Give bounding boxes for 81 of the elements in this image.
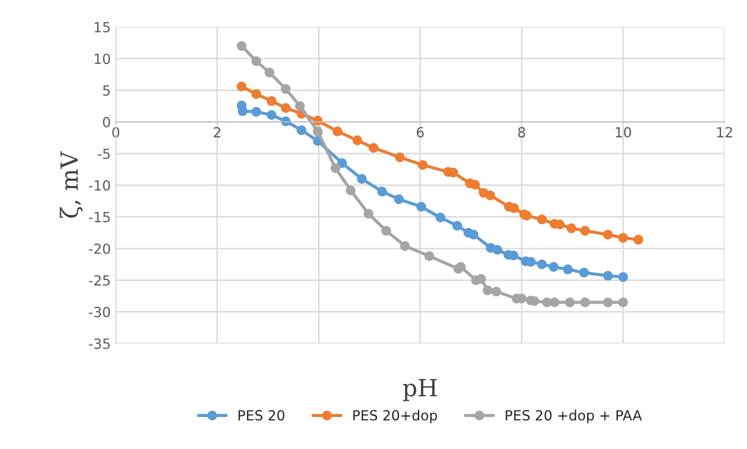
point — [352, 135, 362, 146]
point — [266, 110, 276, 120]
point — [468, 230, 478, 240]
point — [264, 68, 274, 78]
point — [564, 297, 575, 308]
point — [562, 264, 573, 274]
legend-label: PES 20+dop — [353, 410, 438, 424]
point — [330, 163, 340, 173]
point — [251, 56, 262, 66]
point — [537, 214, 547, 224]
point — [580, 297, 590, 308]
point — [482, 285, 493, 296]
legend-label: PES 20 +dop + PAA — [506, 410, 642, 424]
y-tick-label: -35 — [88, 338, 110, 349]
y-tick-label: 5 — [103, 85, 110, 96]
point — [456, 262, 466, 272]
x-tick-label: 8 — [518, 127, 526, 138]
point — [603, 270, 613, 281]
y-tick-label: -30 — [88, 306, 110, 318]
x-tick-label: 6 — [416, 127, 424, 138]
point — [548, 262, 558, 272]
y-tick-label: -5 — [98, 148, 110, 160]
point — [579, 268, 589, 278]
point — [485, 190, 496, 200]
point — [236, 82, 246, 92]
point — [470, 180, 480, 190]
point — [368, 143, 378, 153]
point — [618, 297, 628, 308]
point — [266, 96, 276, 106]
point — [566, 223, 576, 234]
point — [537, 259, 547, 270]
point — [618, 232, 628, 243]
point — [395, 152, 405, 162]
point — [508, 250, 518, 260]
y-tick-label: 15 — [94, 22, 110, 32]
y-tick-label: -15 — [88, 212, 110, 222]
point — [618, 272, 628, 282]
x-tick-label: 0 — [112, 127, 120, 138]
y-axis-title: ζ, mV — [60, 151, 83, 218]
point — [236, 41, 246, 51]
point — [416, 202, 426, 212]
point — [580, 226, 590, 236]
point — [394, 194, 404, 204]
point — [603, 297, 613, 308]
point — [603, 230, 613, 240]
point — [400, 241, 410, 251]
y-tick-label: -25 — [88, 275, 110, 286]
x-tick-label: 2 — [214, 127, 220, 138]
point — [346, 185, 356, 196]
point — [356, 174, 367, 184]
point — [377, 186, 387, 196]
point — [476, 274, 486, 284]
point — [522, 210, 532, 220]
point — [452, 220, 462, 231]
point — [337, 158, 347, 168]
point — [491, 286, 502, 296]
point — [381, 226, 392, 236]
y-tick-label: -20 — [88, 243, 110, 254]
point — [238, 106, 248, 116]
point — [418, 160, 428, 170]
point — [364, 208, 374, 219]
point — [251, 106, 262, 117]
point — [332, 126, 342, 136]
point — [296, 125, 306, 135]
point — [280, 103, 291, 113]
point — [492, 244, 502, 255]
y-tick-label: 10 — [94, 54, 110, 64]
point — [251, 89, 262, 99]
x-axis-title: pH — [403, 379, 437, 402]
point — [550, 297, 560, 308]
point — [436, 212, 446, 222]
x-tick-label: 10 — [616, 127, 632, 138]
point — [424, 251, 434, 261]
point — [509, 203, 519, 213]
x-tick-label: 12 — [717, 127, 732, 138]
y-tick-label: 0 — [103, 116, 110, 128]
point — [295, 101, 305, 111]
point — [280, 84, 291, 94]
legend-label: PES 20 — [238, 410, 284, 421]
y-tick-label: -10 — [88, 180, 110, 191]
point — [633, 234, 644, 245]
